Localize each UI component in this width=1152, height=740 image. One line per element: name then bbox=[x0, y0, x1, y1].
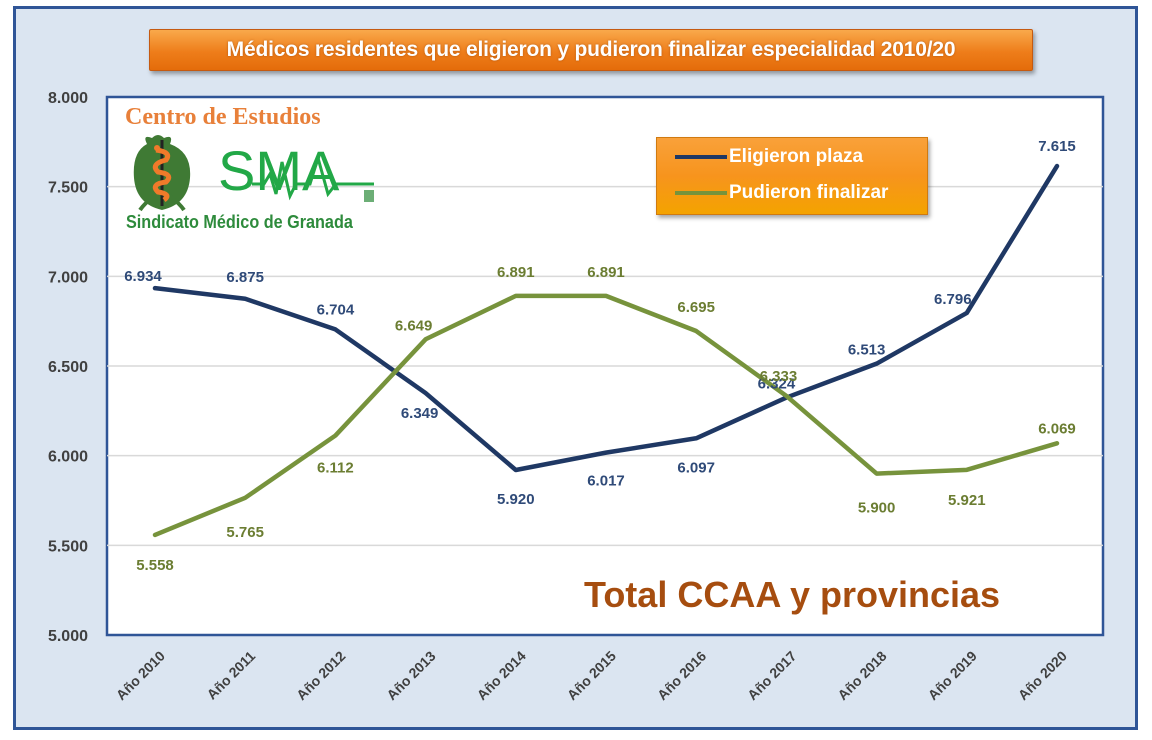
legend: Eligieron plaza Pudieron finalizar bbox=[656, 137, 928, 215]
x-tick-label: Año 2017 bbox=[744, 648, 799, 703]
data-label: 6.112 bbox=[317, 460, 354, 477]
series-lines bbox=[152, 163, 1060, 538]
data-label: 6.097 bbox=[677, 459, 715, 476]
sma-logo-icon: SMA bbox=[133, 135, 374, 212]
data-label: 6.324 bbox=[758, 376, 796, 393]
logo: Centro de Estudios SMA Sindicato Médico … bbox=[120, 104, 390, 239]
x-tick-label: Año 2014 bbox=[474, 648, 529, 703]
series-line-pudieron bbox=[152, 293, 1060, 538]
data-label: 5.921 bbox=[948, 492, 986, 509]
data-label: 5.558 bbox=[136, 557, 174, 574]
data-label: 6.513 bbox=[848, 342, 886, 359]
x-tick-label: Año 2015 bbox=[564, 648, 619, 703]
data-label: 5.900 bbox=[858, 500, 896, 517]
data-labels: 6.934 6.875 6.704 6.349 5.920 6.017 6.097 6.324… bbox=[124, 138, 1076, 574]
legend-item-pudieron: Pudieron finalizar bbox=[675, 182, 888, 204]
sma-wordmark: SMA bbox=[218, 139, 374, 202]
logo-line3: Sindicato Médico de Granada bbox=[126, 212, 353, 232]
x-tick-label: Año 2019 bbox=[925, 648, 980, 703]
y-tick-label: 8.000 bbox=[48, 90, 88, 107]
x-tick-label: Año 2016 bbox=[654, 648, 709, 703]
data-label: 5.765 bbox=[226, 524, 264, 541]
data-label: 6.017 bbox=[587, 473, 625, 490]
data-label: 6.891 bbox=[587, 264, 625, 281]
y-tick-label: 6.000 bbox=[48, 449, 88, 466]
data-label: 5.920 bbox=[497, 491, 535, 508]
x-axis: Año 2010 Año 2011 Año 2012 Año 2013 Año 2014… bbox=[113, 648, 1070, 703]
x-tick-label: Año 2013 bbox=[383, 648, 438, 703]
y-tick-label: 6.500 bbox=[48, 359, 88, 376]
y-tick-label: 5.500 bbox=[48, 538, 88, 555]
y-tick-label: 5.000 bbox=[48, 628, 88, 645]
y-axis: 5.000 5.500 6.000 6.500 7.000 7.500 8.000 bbox=[48, 90, 88, 645]
x-tick-label: Año 2011 bbox=[203, 648, 258, 703]
data-label: 6.934 bbox=[124, 268, 162, 285]
data-label: 6.333 bbox=[760, 368, 798, 385]
y-tick-label: 7.500 bbox=[48, 180, 88, 197]
data-label: 7.615 bbox=[1038, 138, 1076, 155]
data-label: 6.695 bbox=[677, 299, 715, 316]
logo-line1: Centro de Estudios bbox=[125, 104, 321, 130]
data-label: 6.649 bbox=[395, 317, 433, 334]
data-label: 6.704 bbox=[317, 301, 355, 318]
legend-swatch-eligieron bbox=[675, 155, 727, 159]
x-tick-label: Año 2012 bbox=[293, 648, 348, 703]
legend-label-eligieron: Eligieron plaza bbox=[729, 146, 864, 167]
x-tick-label: Año 2018 bbox=[834, 648, 889, 703]
x-tick-label: Año 2010 bbox=[113, 648, 168, 703]
data-label: 6.796 bbox=[934, 291, 972, 308]
legend-item-eligieron: Eligieron plaza bbox=[675, 146, 863, 168]
legend-swatch-pudieron bbox=[675, 191, 727, 195]
legend-label-pudieron: Pudieron finalizar bbox=[729, 182, 889, 203]
series-line-eligieron bbox=[152, 163, 1060, 473]
x-tick-label: Año 2020 bbox=[1015, 648, 1070, 703]
data-label: 6.875 bbox=[226, 269, 264, 286]
data-label: 6.069 bbox=[1038, 420, 1076, 437]
data-label: 6.891 bbox=[497, 264, 535, 281]
pomegranate-icon bbox=[133, 135, 191, 212]
y-tick-label: 7.000 bbox=[48, 269, 88, 286]
annotation-total-ccaa: Total CCAA y provincias bbox=[584, 574, 1001, 615]
chart-title-text: Médicos residentes que eligieron y pudie… bbox=[226, 38, 956, 61]
chart-title: Médicos residentes que eligieron y pudie… bbox=[149, 29, 1033, 71]
data-label: 6.349 bbox=[401, 405, 439, 422]
